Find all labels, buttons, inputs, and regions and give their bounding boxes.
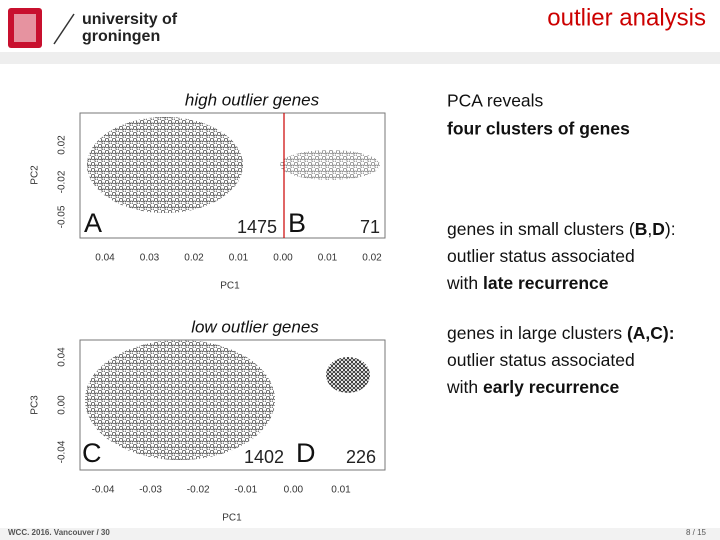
body-text: PCA reveals xyxy=(447,91,544,111)
cluster-label: D xyxy=(296,438,316,468)
text-segment: genes in large clusters xyxy=(447,323,627,343)
plot-frame xyxy=(79,339,386,471)
x-tick-label: 0.01 xyxy=(331,485,351,496)
body-text: outlier status associated xyxy=(447,246,635,266)
body-text: outlier status associated xyxy=(447,350,635,370)
page-number: 8 / 15 xyxy=(686,528,707,537)
cluster-count: 1475 xyxy=(237,217,277,237)
x-tick-label: 0.02 xyxy=(184,253,204,264)
y-axis-label: PC2 xyxy=(30,165,41,185)
cluster-label: B xyxy=(288,208,306,238)
text-segment: ): xyxy=(665,219,676,239)
cluster-count: 71 xyxy=(360,217,380,237)
scatter-cloud xyxy=(85,340,275,460)
slide-title: outlier analysis xyxy=(547,4,706,31)
body-text: with late recurrence xyxy=(446,273,609,293)
plot-title: high outlier genes xyxy=(185,90,320,109)
body-text: genes in small clusters (B,D): xyxy=(447,219,676,239)
x-tick-label: 0.02 xyxy=(362,253,382,264)
y-axis-label: PC3 xyxy=(30,395,41,415)
x-tick-label: -0.02 xyxy=(187,485,210,496)
footer-band xyxy=(0,528,720,540)
text-segment: early recurrence xyxy=(483,377,619,397)
scatter-cloud xyxy=(326,357,370,393)
cluster-count: 1402 xyxy=(244,447,284,467)
footer-text: WCC. 2016. Vancouver / 30 xyxy=(8,528,110,537)
y-tick-label: -0.02 xyxy=(57,170,68,193)
logo-text: university of xyxy=(82,11,178,28)
y-tick-label: -0.04 xyxy=(57,440,68,463)
text-segment: (A,C): xyxy=(627,323,675,343)
y-tick-label: 0.04 xyxy=(57,347,68,367)
text-segment: , xyxy=(647,219,652,239)
crest-inner xyxy=(14,14,36,42)
x-tick-label: -0.01 xyxy=(234,485,257,496)
text-segment: D xyxy=(652,219,665,239)
scatter-cloud xyxy=(87,117,243,213)
body-text: four clusters of genes xyxy=(447,119,630,139)
text-segment: outlier status associated xyxy=(447,246,635,266)
logo-text: groningen xyxy=(82,28,160,45)
cluster-count: 226 xyxy=(346,447,376,467)
x-tick-label: 0.00 xyxy=(273,253,293,264)
scatter-cloud xyxy=(280,150,380,180)
cluster-label: C xyxy=(82,438,102,468)
text-segment: outlier status associated xyxy=(447,350,635,370)
x-tick-label: 0.01 xyxy=(318,253,338,264)
plot-frame xyxy=(79,112,386,239)
logo-divider xyxy=(53,13,75,45)
plot-title: low outlier genes xyxy=(191,317,319,336)
x-tick-label: -0.03 xyxy=(139,485,162,496)
x-axis-label: PC1 xyxy=(220,281,240,292)
text-segment: late recurrence xyxy=(483,273,609,293)
y-tick-label: 0.02 xyxy=(57,135,68,155)
text-segment: B xyxy=(635,219,648,239)
x-axis-label: PC1 xyxy=(222,513,242,524)
y-tick-label: 0.00 xyxy=(57,395,68,415)
text-segment: with xyxy=(446,377,483,397)
x-tick-label: 0.01 xyxy=(229,253,249,264)
body-text: with early recurrence xyxy=(446,377,619,397)
body-text: genes in large clusters (A,C): xyxy=(447,323,675,343)
x-tick-label: 0.04 xyxy=(95,253,115,264)
y-tick-label: -0.05 xyxy=(57,205,68,228)
text-segment: with xyxy=(446,273,483,293)
x-tick-label: 0.00 xyxy=(284,485,304,496)
header-band xyxy=(0,52,720,64)
x-tick-label: 0.03 xyxy=(140,253,160,264)
text-segment: genes in small clusters ( xyxy=(447,219,635,239)
x-tick-label: -0.04 xyxy=(92,485,115,496)
cluster-label: A xyxy=(84,208,102,238)
